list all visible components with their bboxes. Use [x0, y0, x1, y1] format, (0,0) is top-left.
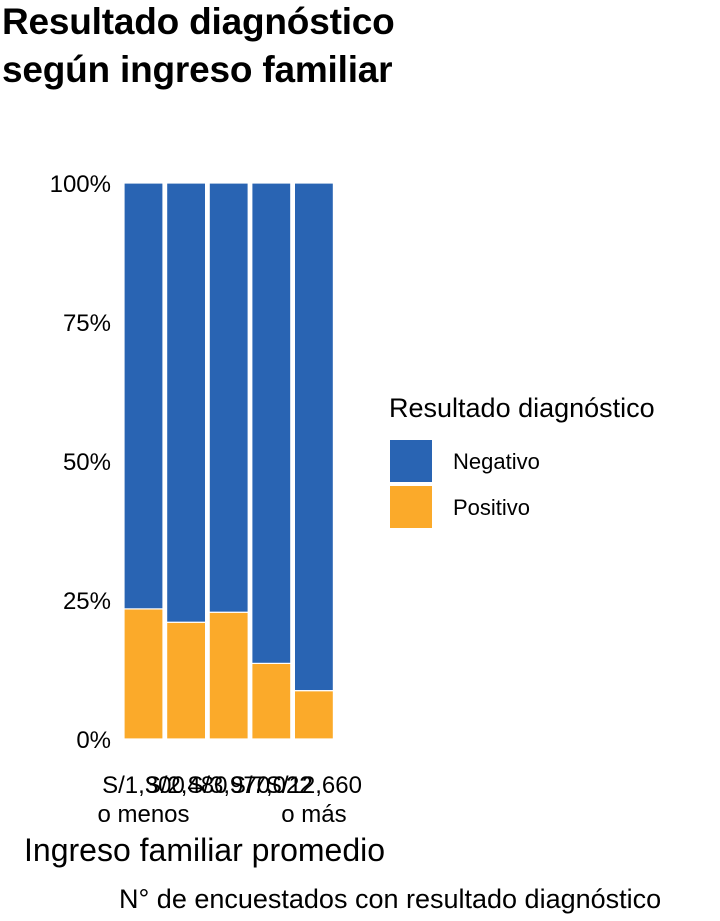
legend-key-negativo — [389, 439, 433, 483]
y-tick-label: 75% — [63, 310, 111, 337]
legend-key-positivo — [389, 485, 433, 529]
bar-negativo — [251, 182, 292, 664]
x-tick-label: S/3,970 — [187, 772, 270, 799]
legend-item-positivo: Positivo — [389, 485, 689, 531]
x-axis-title: Ingreso familiar promedio — [24, 832, 386, 868]
bar-negativo — [293, 182, 334, 692]
y-tick-label: 25% — [63, 588, 111, 615]
legend: Resultado diagnóstico Negativo Positivo — [389, 390, 655, 529]
chart-title: Resultado diagnóstico según ingreso fami… — [2, 0, 395, 94]
x-tick-label: S/1,300 o menos — [97, 772, 189, 828]
legend-label-positivo: Positivo — [453, 495, 531, 520]
bar-positivo — [123, 608, 164, 740]
bar-negativo — [123, 182, 164, 610]
x-tick-label: S/2,480 — [145, 772, 228, 799]
legend-item-negativo: Negativo — [389, 439, 689, 485]
bar-positivo — [251, 662, 292, 740]
legend-title: Resultado diagnóstico — [389, 393, 655, 423]
legend-label-negativo: Negativo — [453, 449, 540, 474]
bar-positivo — [208, 611, 249, 740]
chart-caption: N° de encuestados con resultado diagnóst… — [119, 884, 662, 914]
bar-positivo — [293, 690, 334, 740]
chart-title-line-1: Resultado diagnóstico — [2, 1, 395, 42]
bar-positivo — [166, 621, 207, 740]
y-tick-label: 100% — [50, 171, 111, 198]
y-tick-label: 0% — [76, 727, 111, 754]
bar-negativo — [166, 182, 207, 623]
y-tick-label: 50% — [63, 449, 111, 476]
x-tick-label: S/7,022 — [230, 772, 313, 799]
bar-negativo — [208, 182, 249, 613]
chart-title-line-2: según ingreso familiar — [2, 49, 393, 90]
x-tick-label: S/12,660 o más — [266, 772, 362, 828]
